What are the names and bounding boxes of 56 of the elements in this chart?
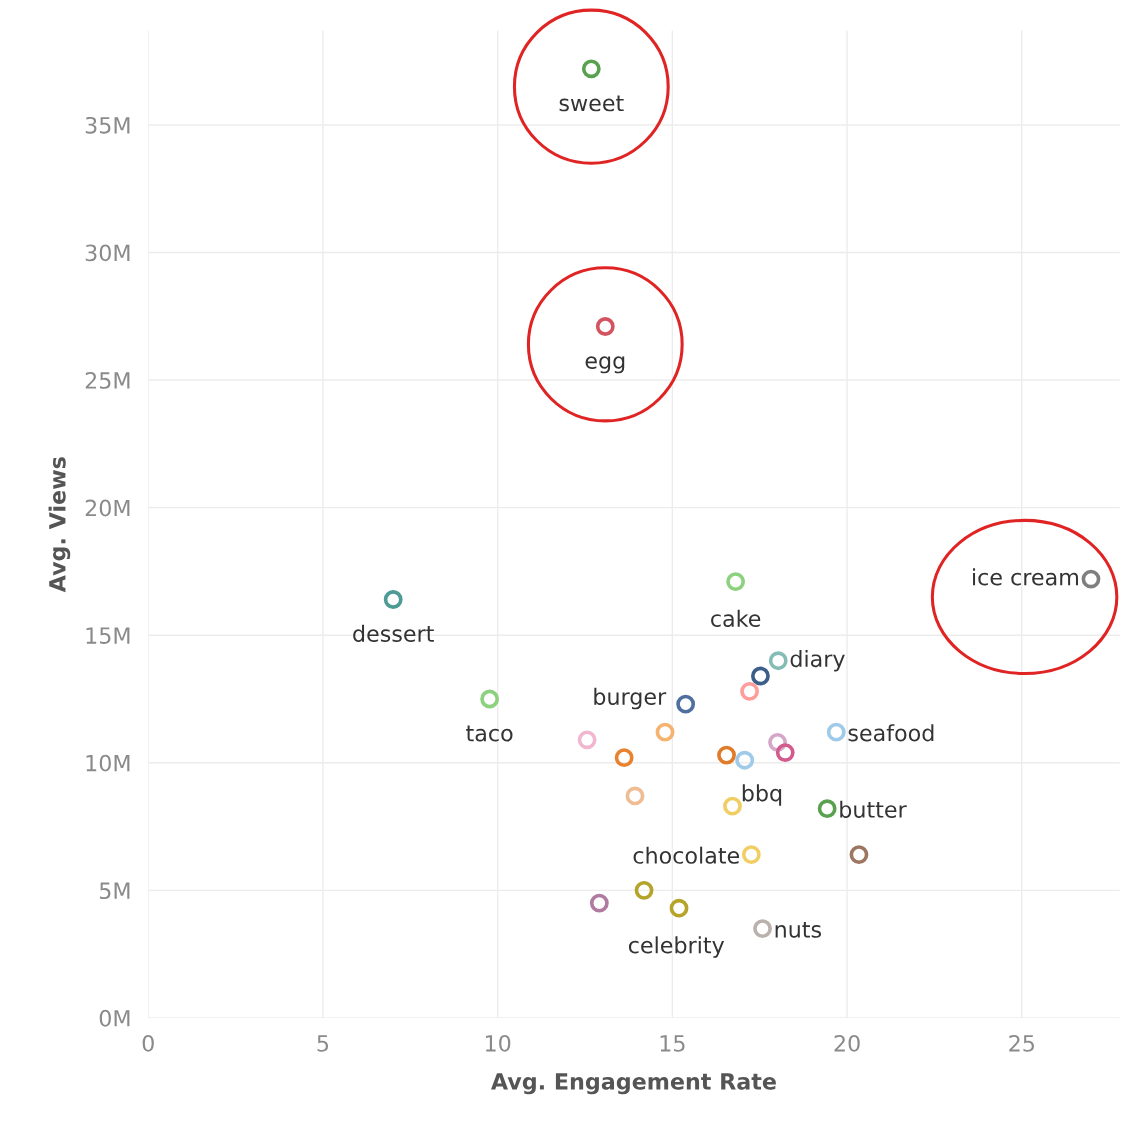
series-label: bbq bbox=[742, 784, 782, 806]
x-tick-label: 5 bbox=[317, 1035, 329, 1052]
point bbox=[849, 845, 869, 865]
x-axis-title: Avg. Engagement Rate bbox=[491, 1073, 776, 1095]
point bbox=[595, 317, 615, 336]
point bbox=[577, 730, 597, 750]
series-label: chocolate bbox=[633, 846, 740, 864]
point bbox=[480, 689, 500, 709]
point bbox=[751, 666, 770, 686]
point bbox=[741, 845, 761, 865]
series-label: butter bbox=[840, 800, 907, 818]
x-tick-label: 15 bbox=[660, 1035, 685, 1052]
point bbox=[753, 919, 772, 939]
point bbox=[589, 893, 609, 913]
point bbox=[634, 880, 654, 900]
x-tick-label: 10 bbox=[485, 1034, 511, 1052]
series-label: dessert bbox=[353, 624, 434, 643]
y-tick-label: 5M bbox=[99, 882, 130, 900]
y-tick-label: 30M bbox=[85, 244, 130, 262]
series-label: celebrity bbox=[628, 936, 725, 958]
series-label: nuts bbox=[775, 921, 822, 938]
y-tick-label: 35M bbox=[85, 116, 130, 134]
series-label: taco bbox=[466, 725, 513, 742]
series-label: sweet bbox=[559, 95, 624, 112]
y-axis-title: Avg. Views bbox=[48, 457, 71, 593]
point bbox=[740, 681, 760, 701]
point bbox=[726, 572, 746, 592]
y-tick-label: 0M bbox=[99, 1009, 130, 1027]
point bbox=[625, 786, 645, 806]
point bbox=[614, 748, 634, 768]
series-label: seafood bbox=[848, 724, 934, 742]
point bbox=[817, 799, 837, 819]
point bbox=[1081, 569, 1101, 589]
point bbox=[717, 745, 736, 765]
y-tick-label: 25M bbox=[85, 372, 130, 389]
y-tick-label: 10M bbox=[86, 754, 130, 772]
y-tick-label: 15M bbox=[86, 627, 130, 644]
point bbox=[676, 694, 696, 714]
y-tick-label: 20M bbox=[85, 499, 130, 517]
series-label: egg bbox=[585, 356, 625, 374]
point bbox=[775, 743, 795, 762]
series-label: diary bbox=[790, 649, 845, 672]
series-label: burger bbox=[594, 687, 667, 710]
point bbox=[669, 898, 689, 918]
point bbox=[826, 722, 846, 742]
point bbox=[735, 750, 755, 770]
point bbox=[581, 59, 601, 79]
point bbox=[655, 722, 675, 742]
series-label: cake bbox=[711, 609, 761, 627]
series-label: ice cream bbox=[973, 568, 1078, 586]
x-tick-label: 0 bbox=[142, 1034, 154, 1052]
point bbox=[383, 590, 403, 609]
point bbox=[723, 796, 742, 816]
x-tick-label: 25 bbox=[1009, 1034, 1034, 1052]
point bbox=[768, 651, 788, 671]
x-tick-label: 20 bbox=[834, 1034, 860, 1052]
